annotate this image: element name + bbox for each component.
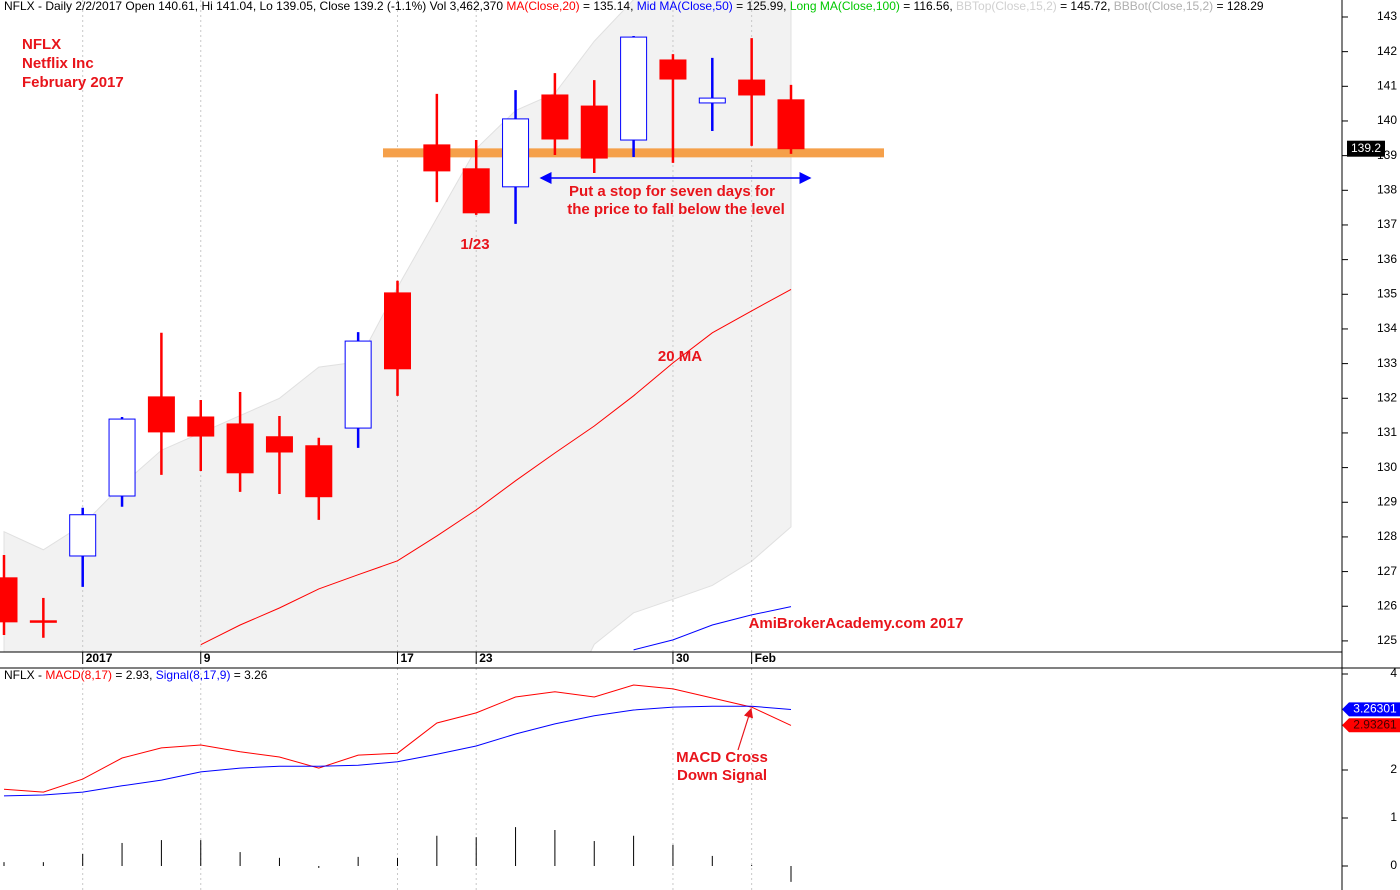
legend-entry: Signal(8,17,9) [156,668,231,682]
x-tick-label: 23 [479,651,493,665]
value-box [1342,702,1400,717]
legend-header: NFLX - Daily 2/2/2017 Open 140.61, Hi 14… [4,0,1264,13]
value-box [1342,718,1400,733]
annotation: the price to fall below the level [567,201,785,218]
series-line [3,705,792,797]
legend-entry: = 2.93, [112,668,156,682]
candle-body [226,423,254,474]
candle-body [462,168,490,214]
legend-entry: BBBot(Close,15,2) [1114,0,1213,13]
y-tick-label: 130 [1377,460,1397,474]
y-tick-label: 140 [1377,113,1397,127]
annotation: Put a stop for seven days for [569,183,775,200]
price-pane [0,0,884,652]
x-tick-label: 9 [204,651,211,665]
candle-body [502,118,530,188]
legend-entry: = 116.56, [900,0,956,13]
legend-entry: = 125.99, [733,0,790,13]
overlay: 2017 9 17 23 30 Feb12512612712812913013113213… [4,0,1400,872]
candle-body [620,36,648,141]
legend-entry: = 3.26 [230,668,267,682]
y-tick-label: 143 [1377,9,1397,23]
x-tick-label: 2017 [86,651,113,665]
candle-body [344,340,372,429]
legend-entry: MA(Close,20) [506,0,579,13]
annotation: NFLX [22,36,61,53]
annotation: Down Signal [677,767,767,784]
y-tick-label: 136 [1377,252,1397,266]
legend-entry: = 135.14, [580,0,637,13]
value-label: 2.93261 [1353,717,1397,731]
candle-body [187,416,215,437]
candle-body [108,418,136,497]
candle-body [423,144,451,172]
candle-body [265,436,293,453]
y-tick-label: 135 [1377,286,1397,300]
signal-arrow [737,707,754,751]
annotation: AmiBrokerAcademy.com 2017 [749,615,964,632]
candle-body [305,445,333,498]
candle-body [29,620,57,623]
y-tick-label: 125 [1377,633,1397,647]
last-price-box [1347,140,1385,157]
legend-entry: = 128.29 [1213,0,1264,13]
y-tick-label: 129 [1377,494,1397,508]
candle-body [147,396,175,433]
legend-entry: Long MA(Close,100) [790,0,900,13]
candle-body [0,577,18,623]
legend-header: NFLX - MACD(8,17) = 2.93, Signal(8,17,9)… [4,668,268,682]
candle-body [777,99,805,150]
candle-body [580,105,608,159]
series-line [3,684,792,793]
legend-entry: = 145.72, [1057,0,1114,13]
annotation: 20 MA [658,348,702,365]
y-tick-label: 127 [1377,564,1397,578]
candle-body [698,97,726,104]
y-tick-label: 137 [1377,217,1397,231]
y-tick-label: 141 [1377,78,1397,92]
series-line [633,606,792,651]
y-tick-label: 132 [1377,390,1397,404]
legend-entry: Mid MA(Close,50) [637,0,733,13]
legend-entry: NFLX - Daily 2/2/2017 Open 140.61, Hi 14… [4,0,506,13]
annotation: MACD Cross [676,749,768,766]
y-tick-label: 128 [1377,529,1397,543]
y-tick-label: 0 [1390,858,1397,872]
candle-body [541,94,569,140]
candle-body [384,292,411,370]
candle-body [69,514,97,557]
macd-pane [3,668,792,890]
y-tick-label: 131 [1377,425,1397,439]
annotation: Netflix Inc [22,55,94,72]
x-tick-label: Feb [755,651,776,665]
y-tick-label: 133 [1377,356,1397,370]
candle-body [659,59,687,80]
x-tick-label: 30 [676,651,690,665]
y-tick-label: 1 [1390,810,1397,824]
legend-entry: MACD(8,17) [45,668,112,682]
y-tick-label: 2 [1390,762,1397,776]
annotation: February 2017 [22,74,124,91]
y-tick-label: 134 [1377,321,1397,335]
annotation: 1/23 [460,236,489,253]
y-tick-label: 126 [1377,598,1397,612]
series-line [200,288,792,646]
last-price-label: 139.2 [1351,141,1381,155]
legend-entry: BBTop(Close,15,2) [956,0,1057,13]
candle-body [738,79,766,96]
y-tick-label: 4 [1390,666,1397,680]
legend-entry: NFLX - [4,668,45,682]
y-tick-label: 138 [1377,182,1397,196]
y-tick-label: 142 [1377,44,1397,58]
x-tick-label: 17 [401,651,415,665]
value-label: 3.26301 [1353,702,1397,716]
